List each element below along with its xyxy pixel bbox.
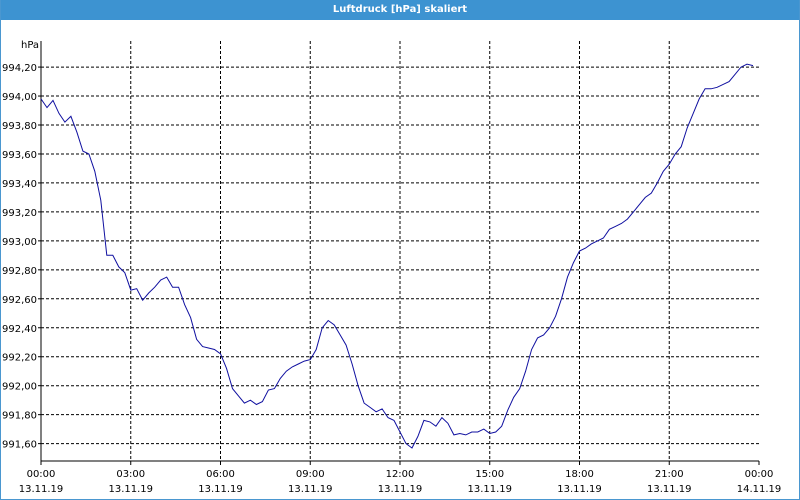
x-tick-label: 06:00 13.11.19 [198, 469, 243, 495]
x-tick-date: 13.11.19 [647, 484, 692, 495]
y-tick-label: 993,20 [2, 208, 37, 219]
series-line-pressure [40, 63, 754, 449]
x-tick-date: 13.11.19 [378, 484, 423, 495]
x-tick-time: 06:00 [206, 469, 235, 480]
y-tick-label: 993,80 [2, 121, 37, 132]
x-tick-label: 03:00 13.11.19 [108, 469, 153, 495]
series [40, 63, 754, 449]
x-tick-time: 18:00 [565, 469, 594, 480]
x-tick-label: 21:00 13.11.19 [647, 469, 692, 495]
x-tick-time: 03:00 [116, 469, 145, 480]
y-tick-label: 992,20 [2, 353, 37, 364]
y-tick-label: 993,40 [2, 179, 37, 190]
x-tick-time: 12:00 [386, 469, 415, 480]
x-tick-date: 13.11.19 [288, 484, 333, 495]
y-tick-label: 992,40 [2, 324, 37, 335]
x-tick-label: 00:00 13.11.19 [19, 469, 64, 495]
x-tick-label: 12:00 13.11.19 [378, 469, 423, 495]
y-tick-label: 994,00 [2, 92, 37, 103]
x-tick-date: 14.11.19 [737, 484, 782, 495]
y-tick-labels: 991,60 991,80 992,00 992,20 992,40 992,60 992,… [2, 63, 37, 451]
pressure-chart: 991,60 991,80 992,00 992,20 992,40 992,60 992,… [2, 40, 782, 495]
x-tick-labels: 00:0013.11.1903:0013.11.1906:0013.11.190… [19, 469, 782, 495]
y-tick-label: 994,20 [2, 63, 37, 74]
y-tick-label: 993,60 [2, 150, 37, 161]
x-tick-date: 13.11.19 [198, 484, 243, 495]
x-tick-label: 00:00 14.11.19 [737, 469, 782, 495]
x-tick-time: 15:00 [475, 469, 504, 480]
y-tick-label: 992,80 [2, 266, 37, 277]
x-tick-date: 13.11.19 [19, 484, 64, 495]
y-axis-label: hPa [21, 40, 39, 51]
x-tick-label: 09:00 13.11.19 [288, 469, 333, 495]
x-tick-date: 13.11.19 [108, 484, 153, 495]
window-title: Luftdruck [hPa] skaliert [1, 0, 799, 20]
x-tick-label: 18:00 13.11.19 [557, 469, 602, 495]
x-tick-label: 15:00 13.11.19 [467, 469, 512, 495]
x-tick-date: 13.11.19 [467, 484, 512, 495]
y-tick-label: 991,80 [2, 411, 37, 422]
x-tick-time: 21:00 [655, 469, 684, 480]
y-tick-label: 992,00 [2, 382, 37, 393]
x-tick-time: 00:00 [745, 469, 774, 480]
axes [38, 41, 760, 465]
y-tick-label: 993,00 [2, 237, 37, 248]
y-tick-label: 991,60 [2, 440, 37, 451]
y-tick-label: 992,60 [2, 295, 37, 306]
grid [41, 41, 759, 461]
x-tick-time: 09:00 [296, 469, 325, 480]
x-tick-date: 13.11.19 [557, 484, 602, 495]
x-tick-time: 00:00 [27, 469, 56, 480]
